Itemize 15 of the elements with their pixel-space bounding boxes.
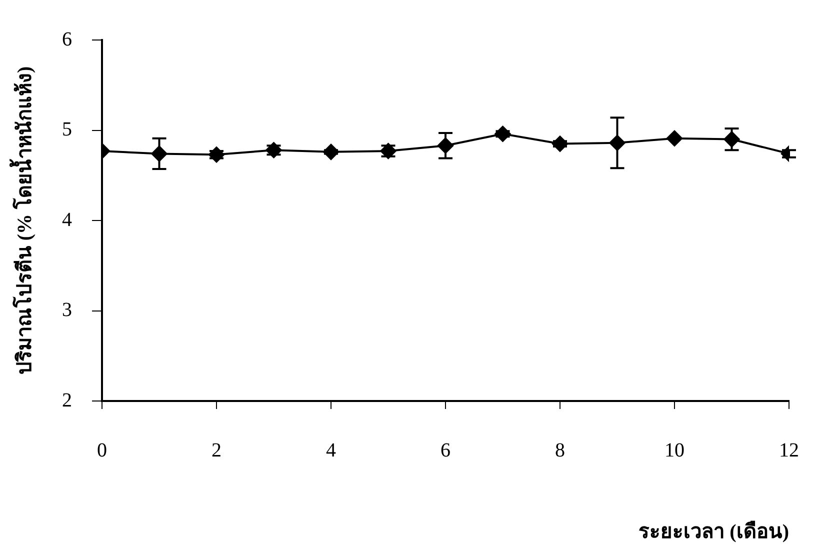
- x-tick-label: 6: [440, 439, 450, 462]
- y-tick-label: 4: [62, 208, 72, 231]
- x-tick-label: 4: [326, 439, 336, 462]
- y-tick-label: 3: [62, 299, 72, 321]
- x-axis-title: ระยะเวลา (เดือน): [638, 520, 789, 544]
- point: [666, 130, 682, 146]
- x-tick-label: 0: [97, 439, 107, 462]
- y-axis-title: ปริมาณโปรตีน (% โดยน้ำหนักแห้ง): [9, 66, 36, 375]
- x-tick-label: 12: [779, 439, 799, 462]
- x-tick-label: 10: [664, 439, 684, 462]
- x-tick-label: 8: [555, 439, 565, 462]
- y-tick-label: 5: [62, 118, 72, 140]
- y-tick-label: 6: [62, 28, 72, 50]
- y-tick-label: 2: [62, 389, 72, 412]
- x-tick-label: 2: [212, 439, 222, 462]
